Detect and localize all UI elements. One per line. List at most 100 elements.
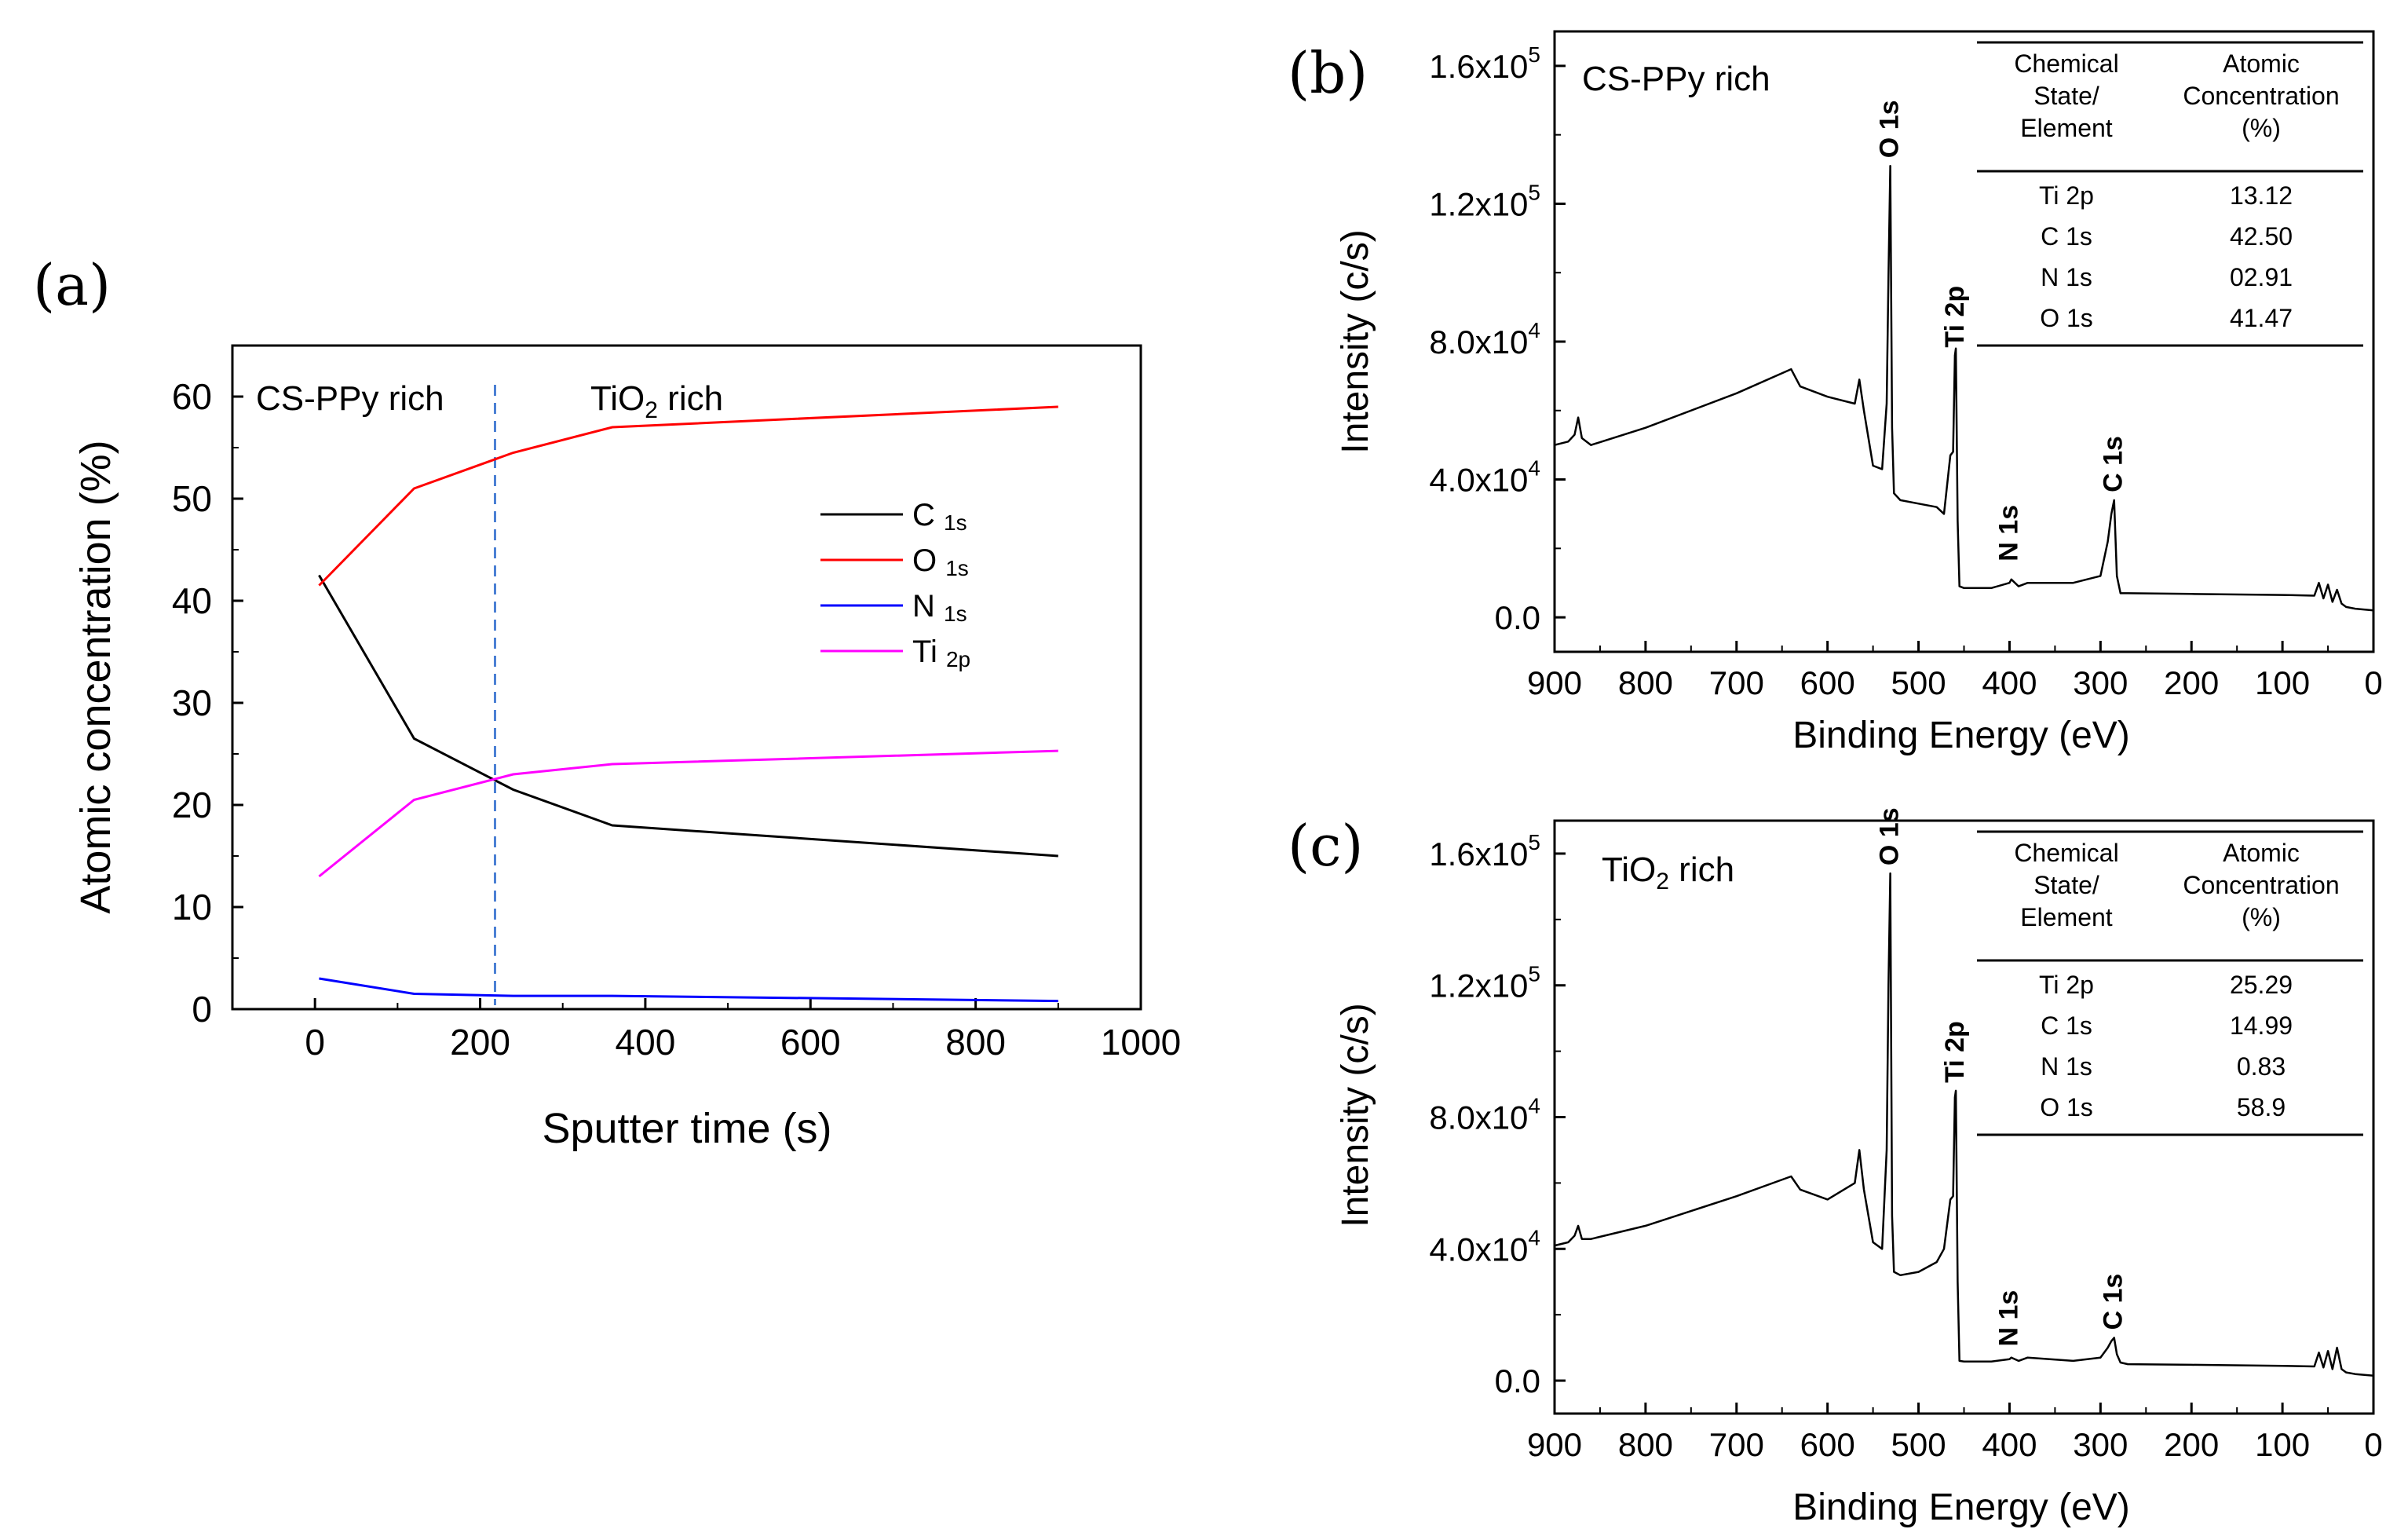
panel-c-x-axis: 900 800 700 600 500 400 300 200 100 0 [1527, 1403, 2383, 1463]
x-tick-label: 200 [450, 1022, 510, 1063]
y-tick-label: 0.0 [1495, 1363, 1540, 1399]
x-tick-label: 400 [1982, 664, 2037, 701]
peak-label-n1s: N 1s [1993, 1290, 2023, 1347]
table-header-element: Chemical [2014, 49, 2118, 78]
peak-label-o1s: O 1s [1875, 100, 1905, 158]
panel-c-y-label: Intensity (c/s) [1335, 1003, 1376, 1227]
table-cell-concentration: 58.9 [2237, 1093, 2286, 1121]
table-header-element: State/ [2033, 82, 2099, 110]
series-line-n [319, 977, 1058, 1003]
y-tick-label: 1.2x105 [1429, 180, 1540, 222]
y-tick-label: 1.6x105 [1429, 42, 1540, 85]
y-tick-label: 1.2x105 [1429, 962, 1540, 1004]
panel-c-xps-spectrum: (c) TiO2 rich 900 800 700 600 500 400 300 200 10… [1288, 807, 2383, 1528]
table-cell-element: C 1s [2041, 1011, 2092, 1040]
x-tick-label: 100 [2255, 1426, 2310, 1463]
table-cell-concentration: 25.29 [2230, 971, 2293, 999]
panel-a-y-label: Atomic concentration (%) [72, 440, 119, 913]
table-cell-element: O 1s [2040, 304, 2093, 332]
panel-c-y-axis: 0.0 4.0x104 8.0x104 1.2x105 1.6x105 [1429, 830, 1566, 1399]
table-header-element: State/ [2033, 871, 2099, 899]
table-cell-element: N 1s [2041, 1052, 2092, 1081]
table-header-concentration: Concentration [2183, 871, 2339, 899]
y-tick-label: 8.0x104 [1429, 1094, 1540, 1136]
table-cell-element: N 1s [2041, 263, 2092, 291]
series-line-c [318, 574, 1058, 858]
series-line-o [318, 405, 1058, 587]
x-tick-label: 0 [2364, 664, 2382, 701]
table-cell-concentration: 02.91 [2230, 263, 2293, 291]
panel-b-composition-table: Chemical State/Element Atomic Concentration… [1977, 41, 2363, 347]
table-header-element: Element [2020, 114, 2113, 142]
x-tick-label: 0 [305, 1022, 325, 1063]
panel-c-title: TiO2 rich [1602, 850, 1734, 894]
legend-label-n: N 1s [912, 589, 967, 626]
table-header-element: Element [2020, 903, 2113, 931]
table-cell-concentration: 13.12 [2230, 181, 2293, 210]
x-tick-label: 900 [1527, 1426, 1582, 1463]
x-tick-label: 600 [1800, 664, 1855, 701]
panel-a-series-group [318, 405, 1058, 1003]
table-cell-element: C 1s [2041, 222, 2092, 251]
panel-c-label: (c) [1288, 813, 1364, 879]
panel-b-label: (b) [1288, 40, 1368, 106]
x-tick-label: 900 [1527, 664, 1582, 701]
x-tick-label: 200 [2164, 664, 2219, 701]
peak-label-n1s: N 1s [1993, 505, 2023, 561]
table-cell-element: Ti 2p [2039, 181, 2094, 210]
peak-label-o1s: O 1s [1875, 807, 1905, 865]
panel-a-y-axis: 0 10 20 30 40 50 60 [172, 376, 243, 1030]
table-cell-concentration: 14.99 [2230, 1011, 2293, 1040]
y-tick-label: 4.0x104 [1429, 456, 1540, 499]
panel-b-title: CS-PPy rich [1582, 60, 1770, 98]
series-line-ti [318, 749, 1058, 878]
panel-a-legend: C 1s O 1s N 1s Ti 2p [820, 498, 970, 671]
panel-a-plot-frame [231, 344, 1142, 1011]
panel-a-sputter-profile: (a) 0 200 400 600 800 1000 0 10 20 30 40 50 60 CS-P… [33, 252, 1181, 1152]
peak-label-ti2p: Ti 2p [1940, 1021, 1970, 1083]
panel-c-spectrum-line [1554, 872, 2374, 1377]
panel-c-peak-labels: O 1s Ti 2p N 1s C 1s [1875, 807, 2128, 1346]
panel-a-x-label: Sputter time (s) [542, 1105, 831, 1152]
y-tick-label: 10 [172, 887, 212, 927]
y-tick-label: 1.6x105 [1429, 830, 1540, 872]
x-tick-label: 400 [1982, 1426, 2037, 1463]
y-tick-label: 60 [172, 376, 212, 417]
table-cell-element: O 1s [2040, 1093, 2093, 1121]
x-tick-label: 800 [1618, 1426, 1673, 1463]
table-cell-element: Ti 2p [2039, 971, 2094, 999]
x-tick-label: 700 [1709, 664, 1764, 701]
x-tick-label: 400 [616, 1022, 676, 1063]
x-tick-label: 600 [780, 1022, 841, 1063]
panel-a-label: (a) [33, 252, 111, 318]
y-tick-label: 0.0 [1495, 599, 1540, 636]
y-tick-label: 30 [172, 682, 212, 723]
peak-label-c1s: C 1s [2099, 1274, 2128, 1330]
y-tick-label: 4.0x104 [1429, 1225, 1540, 1267]
peak-label-c1s: C 1s [2099, 436, 2128, 492]
panel-b-peak-labels: O 1s Ti 2p N 1s C 1s [1875, 100, 2128, 561]
panel-b-xps-spectrum: (b) CS-PPy rich 900 800 700 600 500 400 300 200… [1288, 30, 2383, 756]
table-cell-concentration: 0.83 [2237, 1052, 2286, 1081]
y-tick-label: 0 [192, 989, 212, 1030]
y-tick-label: 20 [172, 785, 212, 825]
panel-b-y-label: Intensity (c/s) [1335, 229, 1376, 453]
table-header-concentration: (%) [2242, 903, 2281, 931]
y-tick-label: 8.0x104 [1429, 318, 1540, 360]
panel-a-region-right: TiO2 rich [590, 379, 723, 423]
x-tick-label: 100 [2255, 664, 2310, 701]
table-header-concentration: Concentration [2183, 82, 2339, 110]
x-tick-label: 800 [945, 1022, 1006, 1063]
panel-b-y-axis: 0.0 4.0x104 8.0x104 1.2x105 1.6x105 [1429, 42, 1566, 636]
panel-a-region-left: CS-PPy rich [256, 379, 444, 418]
table-header-concentration: Atomic [2223, 839, 2300, 867]
table-header-concentration: Atomic [2223, 49, 2300, 78]
x-tick-label: 0 [2364, 1426, 2382, 1463]
x-tick-label: 500 [1891, 664, 1946, 701]
table-cell-concentration: 42.50 [2230, 222, 2293, 251]
table-header-element: Chemical [2014, 839, 2118, 867]
panel-c-x-label: Binding Energy (eV) [1792, 1487, 2130, 1528]
x-tick-label: 300 [2073, 664, 2128, 701]
x-tick-label: 600 [1800, 1426, 1855, 1463]
